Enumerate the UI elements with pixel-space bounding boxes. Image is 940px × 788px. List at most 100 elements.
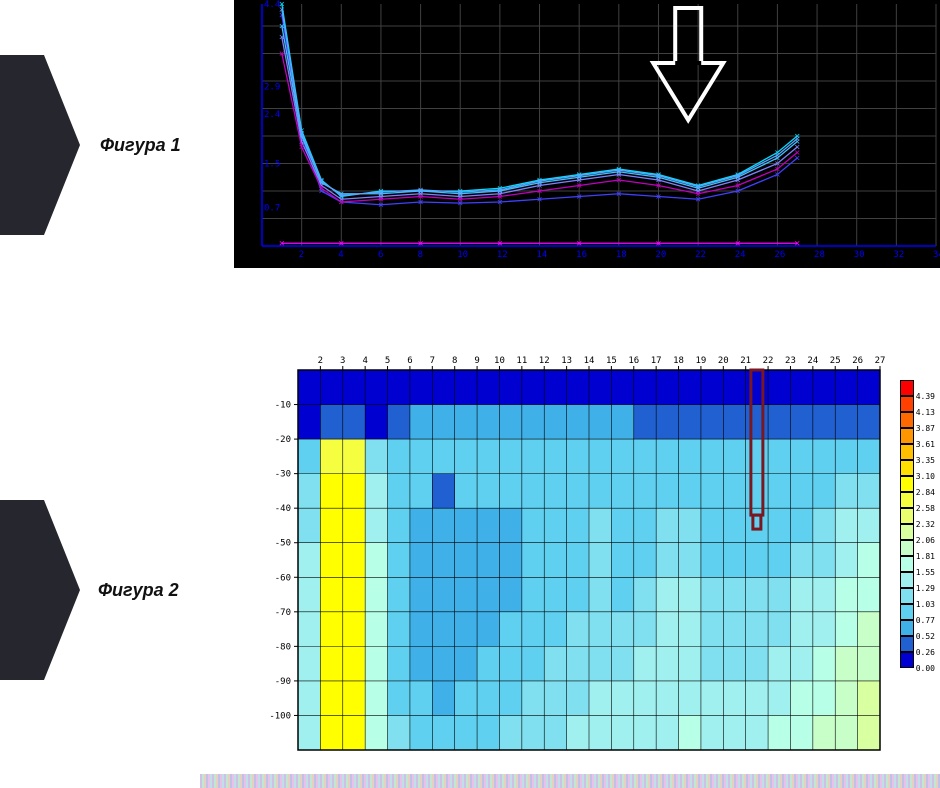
chart-1-container: 0.71.52.42.94.42468101214161820222426283…: [234, 0, 940, 268]
pointer-shape-2: [0, 500, 80, 680]
legend-swatch: [900, 524, 914, 540]
svg-text:-30: -30: [275, 470, 291, 480]
svg-text:-100: -100: [269, 711, 291, 721]
legend-value: 3.61: [916, 440, 935, 449]
legend-value: 0.77: [916, 616, 935, 625]
svg-text:4: 4: [362, 356, 367, 366]
chart-2-svg: 2345678910111213141516171819202122232425…: [250, 350, 890, 760]
legend-swatch: [900, 540, 914, 556]
legend-row: 4.39: [900, 380, 935, 396]
legend-value: 0.00: [916, 664, 935, 673]
svg-text:2.9: 2.9: [264, 83, 280, 93]
svg-text:8: 8: [452, 356, 457, 366]
legend-value: 1.55: [916, 568, 935, 577]
svg-text:10: 10: [494, 356, 505, 366]
legend-value: 2.32: [916, 520, 935, 529]
legend-swatch: [900, 380, 914, 396]
legend-value: 1.29: [916, 584, 935, 593]
svg-text:25: 25: [830, 356, 841, 366]
svg-text:20: 20: [718, 356, 729, 366]
svg-text:17: 17: [651, 356, 662, 366]
svg-text:32: 32: [893, 250, 904, 260]
legend-value: 0.26: [916, 648, 935, 657]
decorative-strip: [200, 774, 940, 788]
legend-swatch: [900, 412, 914, 428]
svg-text:9: 9: [474, 356, 479, 366]
svg-text:18: 18: [616, 250, 627, 260]
legend-value: 2.06: [916, 536, 935, 545]
svg-text:10: 10: [457, 250, 468, 260]
svg-text:24: 24: [735, 250, 746, 260]
chart-2-container: 2345678910111213141516171819202122232425…: [250, 350, 890, 760]
svg-text:0.7: 0.7: [264, 204, 280, 214]
svg-text:34: 34: [933, 250, 940, 260]
legend-swatch: [900, 556, 914, 572]
svg-text:20: 20: [655, 250, 666, 260]
svg-text:-70: -70: [275, 608, 291, 618]
svg-text:26: 26: [774, 250, 785, 260]
svg-text:14: 14: [537, 250, 548, 260]
svg-text:11: 11: [516, 356, 527, 366]
svg-text:4: 4: [338, 250, 343, 260]
legend-swatch: [900, 572, 914, 588]
legend-swatch: [900, 460, 914, 476]
svg-text:21: 21: [740, 356, 751, 366]
chart-1-svg: 0.71.52.42.94.42468101214161820222426283…: [234, 0, 940, 268]
legend-value: 1.03: [916, 600, 935, 609]
legend-swatch: [900, 588, 914, 604]
legend-swatch: [900, 476, 914, 492]
svg-text:22: 22: [695, 250, 706, 260]
legend-value: 4.13: [916, 408, 935, 417]
legend-value: 1.81: [916, 552, 935, 561]
figure-2-label: Фигура 2: [98, 580, 179, 601]
svg-text:8: 8: [418, 250, 423, 260]
legend-swatch: [900, 444, 914, 460]
svg-text:18: 18: [673, 356, 684, 366]
svg-text:1.5: 1.5: [264, 160, 280, 170]
svg-text:23: 23: [785, 356, 796, 366]
svg-text:12: 12: [497, 250, 508, 260]
pointer-shape-1: [0, 55, 80, 235]
legend-swatch: [900, 604, 914, 620]
svg-text:-90: -90: [275, 677, 291, 687]
svg-text:22: 22: [763, 356, 774, 366]
svg-text:12: 12: [539, 356, 550, 366]
legend-value: 0.52: [916, 632, 935, 641]
svg-text:-80: -80: [275, 642, 291, 652]
svg-text:24: 24: [807, 356, 818, 366]
heatmap-legend: 4.39 4.13 3.87 3.61 3.35 3.10 2.84 2.58 2.32 2.06…: [900, 380, 935, 668]
svg-text:6: 6: [407, 356, 412, 366]
svg-text:4.4: 4.4: [264, 0, 280, 10]
svg-text:16: 16: [576, 250, 587, 260]
svg-text:-20: -20: [275, 435, 291, 445]
svg-text:2.4: 2.4: [264, 110, 280, 120]
legend-swatch: [900, 508, 914, 524]
svg-text:-40: -40: [275, 504, 291, 514]
svg-text:-60: -60: [275, 573, 291, 583]
legend-value: 3.10: [916, 472, 935, 481]
svg-text:7: 7: [430, 356, 435, 366]
svg-text:-10: -10: [275, 401, 291, 411]
svg-text:13: 13: [561, 356, 572, 366]
svg-text:27: 27: [875, 356, 886, 366]
legend-value: 4.39: [916, 392, 935, 401]
legend-value: 3.87: [916, 424, 935, 433]
svg-text:3: 3: [340, 356, 345, 366]
svg-text:28: 28: [814, 250, 825, 260]
svg-text:-50: -50: [275, 539, 291, 549]
svg-text:6: 6: [378, 250, 383, 260]
legend-value: 3.35: [916, 456, 935, 465]
svg-text:26: 26: [852, 356, 863, 366]
svg-text:15: 15: [606, 356, 617, 366]
legend-swatch: [900, 652, 914, 668]
legend-value: 2.84: [916, 488, 935, 497]
svg-text:5: 5: [385, 356, 390, 366]
legend-swatch: [900, 492, 914, 508]
page-root: Фигура 1 0.71.52.42.94.42468101214161820…: [0, 0, 940, 788]
svg-text:14: 14: [584, 356, 595, 366]
legend-value: 2.58: [916, 504, 935, 513]
svg-text:2: 2: [299, 250, 304, 260]
legend-swatch: [900, 428, 914, 444]
figure-1-label: Фигура 1: [100, 135, 181, 156]
svg-text:30: 30: [854, 250, 865, 260]
